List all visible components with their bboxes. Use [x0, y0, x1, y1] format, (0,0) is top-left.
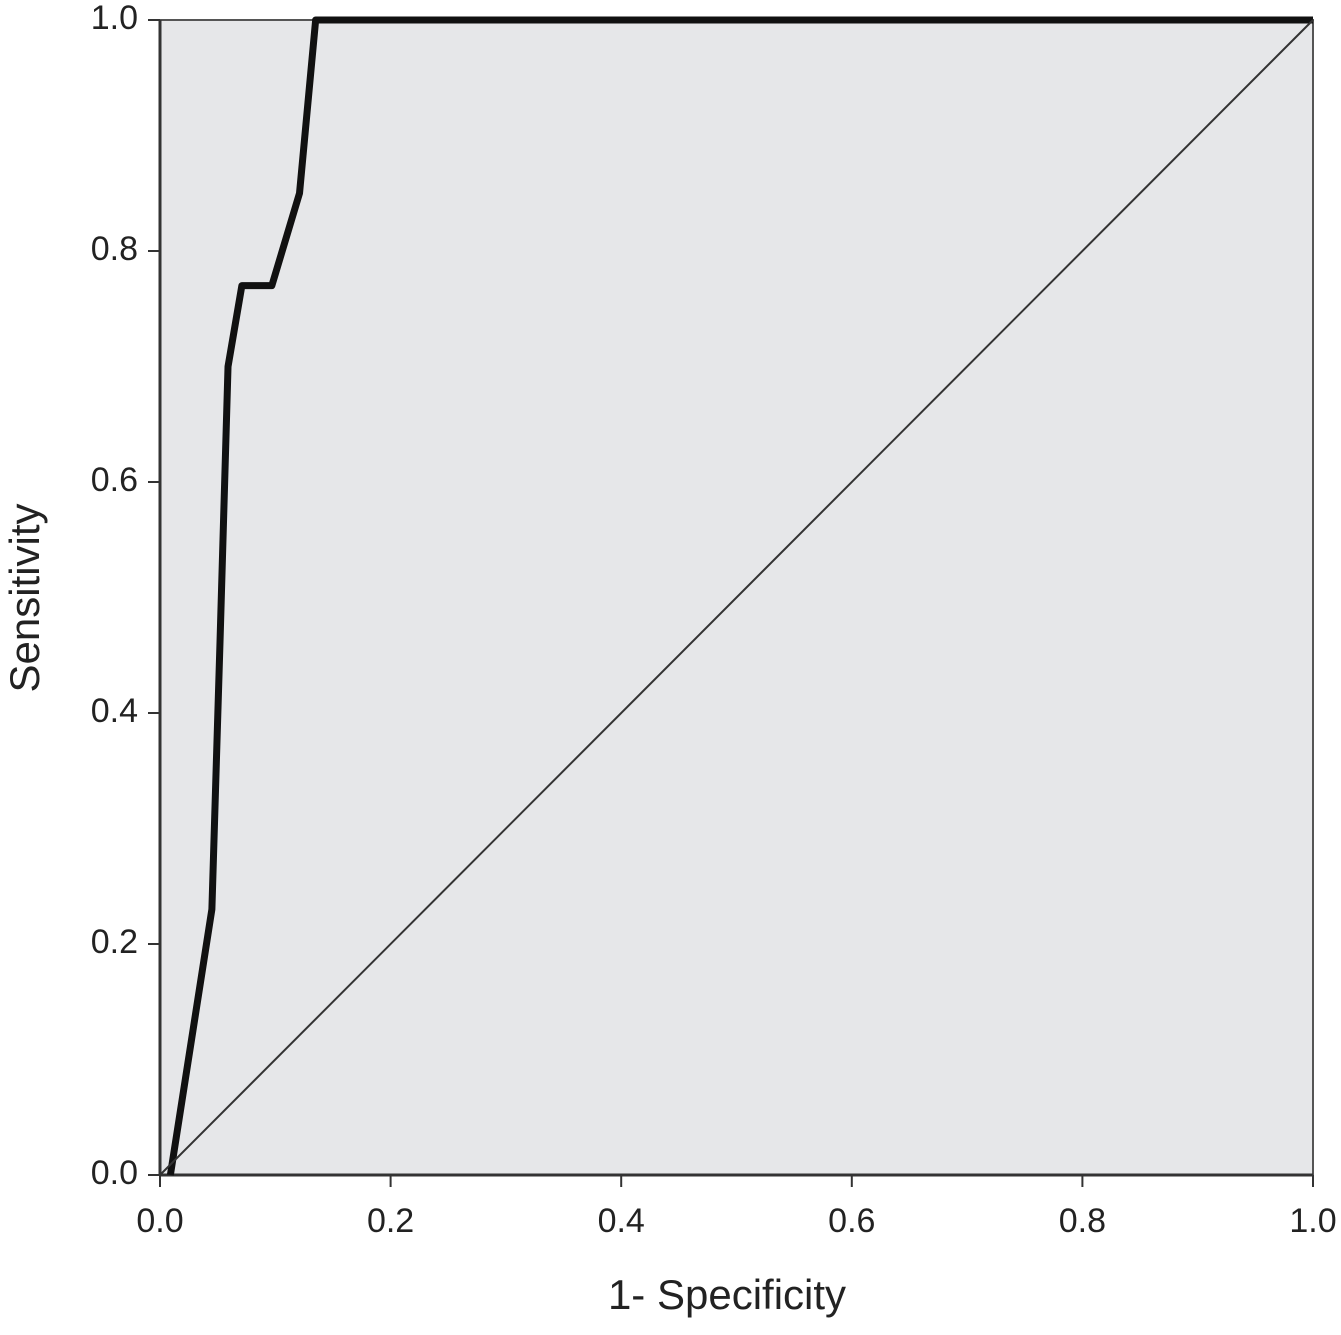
y-tick-label: 0.4	[91, 692, 138, 730]
y-axis-label: Sensitivity	[1, 503, 48, 692]
y-tick-label: 0.6	[91, 461, 138, 499]
curve	[159, 19, 1314, 1176]
x-tick-label: 0.0	[136, 1202, 183, 1240]
y-tick-label: 1.0	[91, 0, 138, 37]
curve	[166, 16, 1313, 1176]
y-tick-label: 0.8	[91, 230, 138, 268]
y-tick-label: 0.2	[91, 923, 138, 961]
x-tick-label: 0.2	[367, 1202, 414, 1240]
x-tick-label: 0.6	[828, 1202, 875, 1240]
x-tick-label: 0.8	[1059, 1202, 1106, 1240]
y-tick-label: 0.0	[91, 1154, 138, 1192]
x-tick-label: 0.4	[598, 1202, 645, 1240]
x-tick-label: 1.0	[1289, 1202, 1336, 1240]
x-axis-label: 1- Specificity	[608, 1271, 846, 1318]
